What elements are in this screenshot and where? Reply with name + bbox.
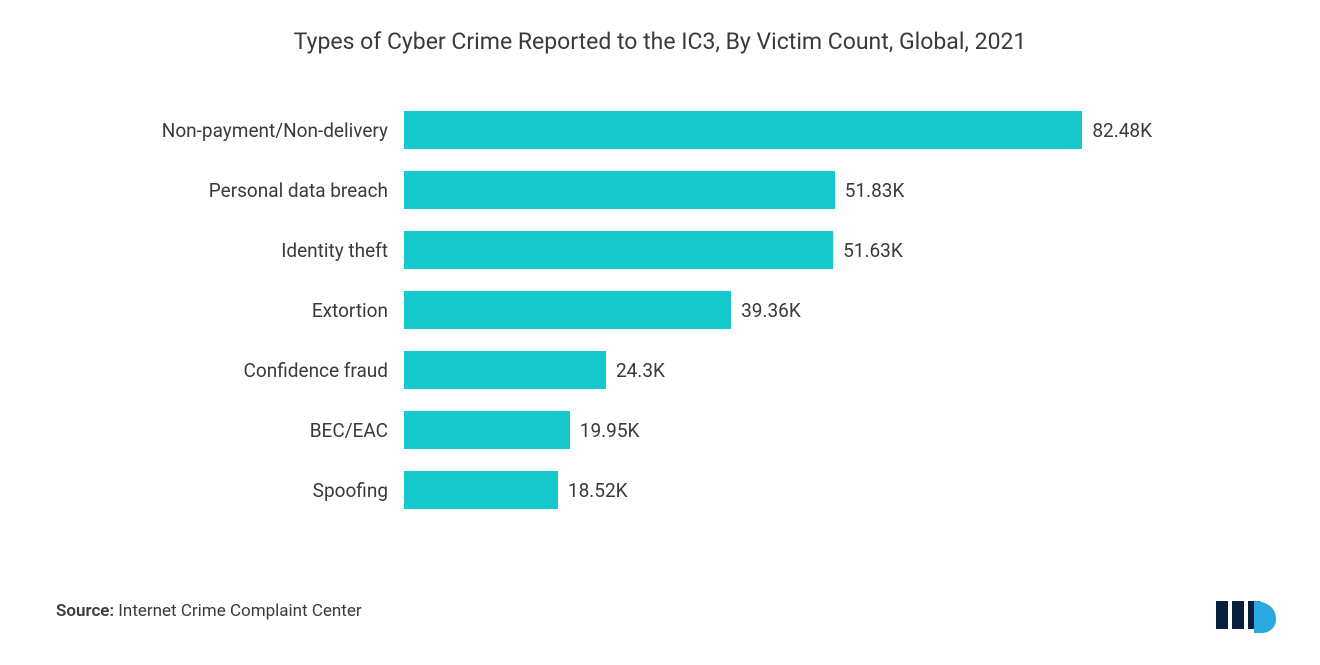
source-line: Source: Internet Crime Complaint Center <box>56 601 362 621</box>
bar-row: Confidence fraud 24.3K <box>104 343 1152 397</box>
bar <box>404 111 1082 149</box>
category-label: Extortion <box>104 299 404 322</box>
bar <box>404 231 833 269</box>
value-label: 51.83K <box>845 179 905 202</box>
source-text: Internet Crime Complaint Center <box>114 601 362 621</box>
bar-row: Extortion 39.36K <box>104 283 1152 337</box>
category-label: Non-payment/Non-delivery <box>104 119 404 142</box>
bar-track: 24.3K <box>404 351 1152 389</box>
bar-row: Personal data breach 51.83K <box>104 163 1152 217</box>
bar <box>404 411 570 449</box>
category-label: Spoofing <box>104 479 404 502</box>
bar-track: 82.48K <box>404 111 1152 149</box>
bar-track: 39.36K <box>404 291 1152 329</box>
value-label: 18.52K <box>568 479 628 502</box>
category-label: Identity theft <box>104 239 404 262</box>
value-label: 19.95K <box>580 419 640 442</box>
bar-track: 19.95K <box>404 411 1152 449</box>
bar <box>404 471 558 509</box>
value-label: 82.48K <box>1092 119 1152 142</box>
source-prefix: Source: <box>56 601 114 621</box>
bar-track: 18.52K <box>404 471 1152 509</box>
category-label: Confidence fraud <box>104 359 404 382</box>
chart-title: Types of Cyber Crime Reported to the IC3… <box>48 28 1272 55</box>
category-label: BEC/EAC <box>104 419 404 442</box>
bar-row: BEC/EAC 19.95K <box>104 403 1152 457</box>
bar <box>404 291 731 329</box>
bar-row: Non-payment/Non-delivery 82.48K <box>104 103 1152 157</box>
chart-area: Non-payment/Non-delivery 82.48K Personal… <box>48 103 1272 517</box>
bar-row: Spoofing 18.52K <box>104 463 1152 517</box>
bar-track: 51.63K <box>404 231 1152 269</box>
category-label: Personal data breach <box>104 179 404 202</box>
bar <box>404 171 835 209</box>
value-label: 51.63K <box>843 239 903 262</box>
value-label: 39.36K <box>741 299 801 322</box>
brand-logo-icon <box>1216 595 1280 635</box>
bar-track: 51.83K <box>404 171 1152 209</box>
bar <box>404 351 606 389</box>
value-label: 24.3K <box>616 359 665 382</box>
bar-row: Identity theft 51.63K <box>104 223 1152 277</box>
